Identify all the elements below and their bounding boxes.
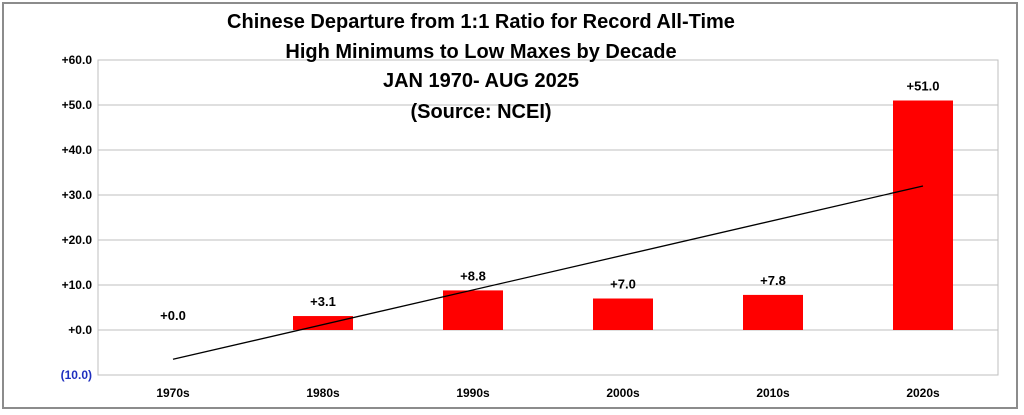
bars: [293, 100, 953, 330]
data-label-1970s: +0.0: [160, 308, 186, 323]
y-tick-label-6: +0.0: [68, 323, 92, 337]
labels: +60.0 +50.0 +40.0 +30.0 +20.0 +10.0 +0.0 (10.0)…: [61, 53, 940, 400]
data-label-1980s: +3.1: [310, 294, 336, 309]
title-line-3: JAN 1970- AUG 2025: [383, 70, 579, 92]
trendline: [172, 185, 924, 360]
y-tick-label-2: +40.0: [62, 143, 93, 157]
x-tick-label-2000s: 2000s: [606, 386, 640, 400]
title-line-2: High Minimums to Low Maxes by Decade: [285, 41, 676, 63]
y-tick-label-7: (10.0): [61, 368, 92, 382]
x-tick-label-2020s: 2020s: [906, 386, 940, 400]
x-tick-label-1990s: 1990s: [456, 386, 490, 400]
y-tick-label-3: +30.0: [62, 188, 93, 202]
title-line-4: (Source: NCEI): [410, 101, 551, 123]
chart-title: Chinese Departure from 1:1 Ratio for Rec…: [227, 11, 735, 123]
chart-frame: [2, 2, 1018, 409]
title-line-1: Chinese Departure from 1:1 Ratio for Rec…: [227, 11, 735, 33]
y-tick-label-4: +20.0: [62, 233, 93, 247]
plot-area-border: [97, 59, 999, 376]
x-tick-label-1970s: 1970s: [156, 386, 190, 400]
bar-1990s: [443, 290, 503, 330]
bar-2010s: [743, 294, 803, 330]
gridlines: [97, 59, 999, 376]
data-label-1990s: +8.8: [460, 268, 486, 283]
data-label-2010s: +7.8: [760, 273, 786, 288]
x-tick-label-2010s: 2010s: [756, 386, 790, 400]
bar-1980s: [293, 316, 353, 330]
data-label-2000s: +7.0: [610, 277, 636, 292]
trendline-layer: [172, 185, 924, 360]
y-tick-label-5: +10.0: [62, 278, 93, 292]
x-tick-label-1980s: 1980s: [306, 386, 340, 400]
y-tick-label-0: +60.0: [62, 53, 93, 67]
bar-2020s: [893, 100, 953, 330]
y-tick-label-1: +50.0: [62, 98, 93, 112]
data-label-2020s: +51.0: [907, 79, 940, 94]
bar-2000s: [593, 298, 653, 330]
